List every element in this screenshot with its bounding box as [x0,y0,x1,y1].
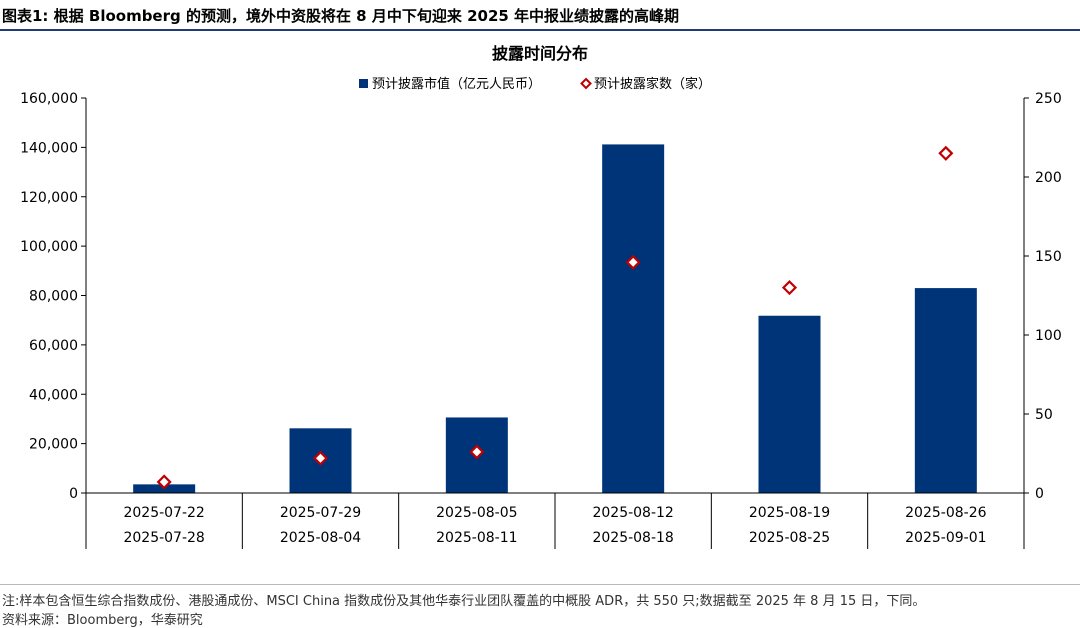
x-tick-label-start: 2025-07-29 [280,505,361,521]
right-tick-label: 100 [1035,328,1062,344]
left-tick-label: 160,000 [20,91,78,107]
x-tick-label-start: 2025-08-19 [749,505,830,521]
bar [914,288,977,493]
x-tick-label-start: 2025-07-22 [123,505,204,521]
bar [758,315,821,493]
marker-point [938,145,954,161]
right-tick-label: 0 [1035,486,1044,502]
left-tick-label: 60,000 [29,338,78,354]
header-divider [0,29,1080,31]
legend-bar-swatch [359,79,368,88]
left-y-axis: 0 20,000 40,000 60,000 80,000 100,000 120,000 1… [20,91,87,502]
x-tick-label-start: 2025-08-12 [592,505,673,521]
marker-point [312,450,329,466]
footnote: 注:样本包含恒生综合指数成份、港股通成份、MSCI China 指数成份及其他华… [2,594,926,609]
marker-point [469,444,485,460]
x-tick-label-end: 2025-08-25 [749,530,830,546]
left-tick-label: 140,000 [20,140,78,156]
x-tick-label-end: 2025-08-18 [592,530,673,546]
marker-point [781,280,798,296]
source-line: 资料来源：Bloomberg，华泰研究 [2,613,203,628]
marker-series [156,145,954,490]
x-tick-label-start: 2025-08-26 [905,505,986,521]
legend-diamond-swatch [580,77,592,90]
bar-series [133,144,977,493]
left-tick-label: 80,000 [29,289,78,305]
x-tick-label-end: 2025-07-28 [123,530,204,546]
left-tick-label: 100,000 [20,239,78,255]
marker-point [156,474,172,490]
x-tick-label-start: 2025-08-05 [436,505,517,521]
left-tick-label: 0 [69,486,78,502]
x-tick-label-end: 2025-08-04 [280,530,361,546]
right-tick-label: 250 [1035,91,1062,107]
legend-diamond-label: 预计披露家数（家） [594,76,711,92]
figure-title: 图表1: 根据 Bloomberg 的预测，境外中资股将在 8 月中下旬迎来 2… [2,7,680,25]
right-tick-label: 150 [1035,249,1062,265]
chart-title: 披露时间分布 [492,44,588,63]
x-tick-label-end: 2025-09-01 [905,530,986,546]
chart-legend: 预计披露市值（亿元人民币） 预计披露家数（家） [359,76,711,92]
right-tick-label: 200 [1035,170,1062,186]
left-tick-label: 120,000 [20,190,78,206]
marker-point [625,254,641,270]
footer-divider [0,584,1080,585]
right-tick-label: 50 [1035,407,1053,423]
left-tick-label: 20,000 [29,437,78,453]
x-axis: 2025-07-22 2025-07-28 2025-07-29 2025-08-04… [85,492,1025,549]
bar [602,144,665,493]
legend-bar-label: 预计披露市值（亿元人民币） [372,76,541,92]
figure-header: 图表1: 根据 Bloomberg 的预测，境外中资股将在 8 月中下旬迎来 2… [0,0,1080,31]
right-y-axis: 0 50 100 150 200 250 [1023,91,1062,502]
disclosure-chart: 披露时间分布 预计披露市值（亿元人民币） 预计披露家数（家） 0 20,000 40… [20,44,1062,549]
x-tick-label-end: 2025-08-11 [436,530,517,546]
left-tick-label: 40,000 [29,387,78,403]
